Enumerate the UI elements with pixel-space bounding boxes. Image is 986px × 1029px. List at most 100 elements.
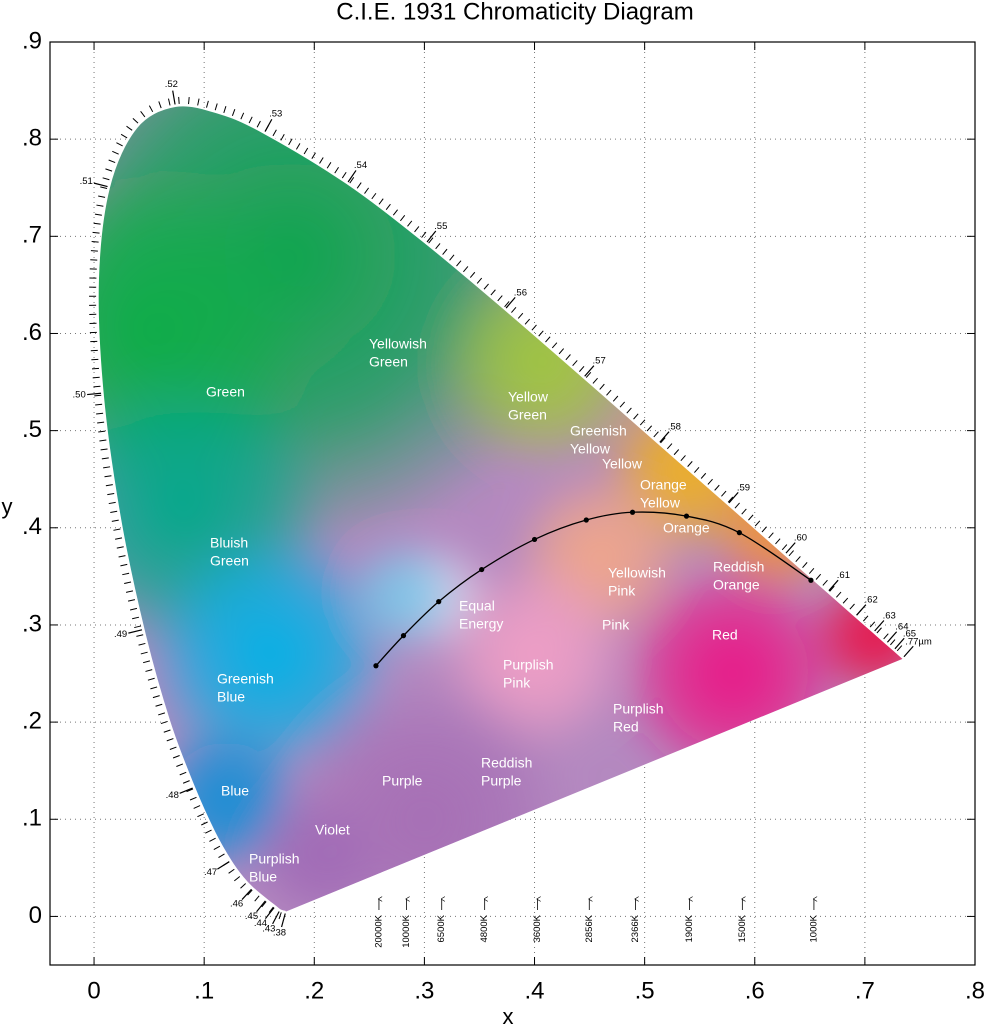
minor-tick	[525, 319, 530, 324]
minor-tick	[863, 616, 868, 621]
minor-tick	[232, 109, 234, 116]
y-tick-label: .8	[22, 125, 42, 152]
minor-tick	[415, 226, 419, 231]
minor-tick	[249, 117, 252, 123]
minor-tick	[97, 422, 104, 423]
minor-tick	[593, 378, 598, 383]
wavelength-tick	[857, 605, 866, 616]
minor-tick	[559, 349, 564, 354]
minor-tick	[552, 343, 557, 348]
minor-tick	[176, 764, 183, 767]
y-tick-label: .9	[22, 27, 42, 54]
minor-tick	[134, 626, 141, 628]
minor-tick	[762, 527, 767, 532]
minor-tick	[215, 103, 217, 110]
minor-tick	[197, 814, 203, 817]
region-label: Green	[210, 553, 249, 569]
wavelength-tick	[173, 91, 175, 105]
wavelength-tick	[904, 646, 913, 656]
planckian-point	[401, 633, 406, 638]
minor-tick	[843, 598, 848, 603]
temperature-label: 20000K	[373, 914, 384, 947]
minor-tick	[103, 467, 110, 468]
minor-tick	[156, 704, 163, 706]
minor-tick	[365, 188, 369, 194]
minor-tick	[241, 884, 246, 889]
minor-tick	[654, 432, 659, 437]
minor-tick	[112, 151, 118, 154]
region-label: Red	[613, 719, 639, 735]
y-tick-label: 0	[29, 902, 42, 929]
minor-tick	[94, 223, 101, 224]
minor-tick	[477, 278, 482, 283]
minor-tick	[167, 739, 174, 741]
region-label: Pink	[608, 583, 636, 599]
region-label: Orange	[640, 477, 687, 493]
region-label: Greenish	[217, 671, 274, 687]
wavelength-tick	[829, 580, 838, 591]
minor-tick	[190, 797, 196, 800]
minor-tick	[304, 148, 308, 154]
minor-tick	[667, 444, 672, 449]
minor-tick	[450, 255, 454, 260]
x-tick-label: .2	[304, 977, 324, 1004]
minor-tick	[104, 476, 111, 477]
y-tick-label: .6	[22, 319, 42, 346]
region-label: Bluish	[210, 535, 248, 551]
minor-tick	[103, 178, 110, 180]
temperature-label: 1900K	[684, 914, 695, 942]
minor-tick	[281, 134, 284, 140]
planckian-point	[532, 537, 537, 542]
planckian-point	[436, 599, 441, 604]
minor-tick	[164, 730, 171, 732]
minor-tick	[539, 331, 544, 336]
planckian-point	[584, 517, 589, 522]
minor-tick	[148, 678, 155, 680]
x-tick-label: .4	[525, 977, 545, 1004]
wavelength-tick	[273, 912, 280, 924]
region-label: Orange	[713, 577, 760, 593]
temperature-label: 1000K	[808, 914, 819, 942]
x-tick-label: .8	[965, 977, 985, 1004]
minor-tick	[161, 721, 168, 723]
region-label: Pink	[602, 617, 630, 633]
temperature-label: 2856K	[584, 914, 595, 942]
minor-tick	[701, 473, 706, 478]
minor-tick	[141, 111, 145, 117]
minor-tick	[620, 402, 625, 407]
minor-tick	[884, 634, 889, 639]
minor-tick	[183, 781, 189, 784]
planckian-point	[808, 578, 813, 583]
minor-tick	[241, 113, 244, 119]
wavelength-tick	[180, 788, 193, 793]
color-fill	[0, 0, 975, 969]
wavelength-tick	[895, 638, 904, 649]
minor-tick	[823, 580, 828, 585]
y-tick-label: .7	[22, 222, 42, 249]
minor-tick	[400, 215, 404, 221]
minor-tick	[372, 193, 376, 199]
minor-tick	[579, 366, 584, 371]
region-label: Violet	[315, 822, 350, 838]
planckian-point	[630, 510, 635, 515]
minor-tick	[491, 290, 496, 295]
minor-tick	[141, 652, 148, 654]
minor-tick	[101, 449, 108, 450]
region-label: Purple	[481, 773, 522, 789]
region-label: Blue	[249, 869, 277, 885]
minor-tick	[748, 515, 753, 520]
minor-tick	[159, 101, 161, 108]
minor-tick	[357, 183, 361, 189]
minor-tick	[96, 413, 103, 414]
region-label: Purplish	[249, 851, 300, 867]
temperature-label: 10000K	[401, 914, 412, 947]
minor-tick	[180, 772, 186, 775]
minor-tick	[850, 604, 855, 609]
wavelength-label: .51	[80, 176, 93, 187]
minor-tick	[94, 395, 101, 396]
minor-tick	[115, 538, 122, 539]
planckian-point	[479, 567, 484, 572]
temperature-label: 3600K	[532, 914, 543, 942]
region-label: Green	[508, 407, 547, 423]
minor-tick	[342, 172, 346, 178]
